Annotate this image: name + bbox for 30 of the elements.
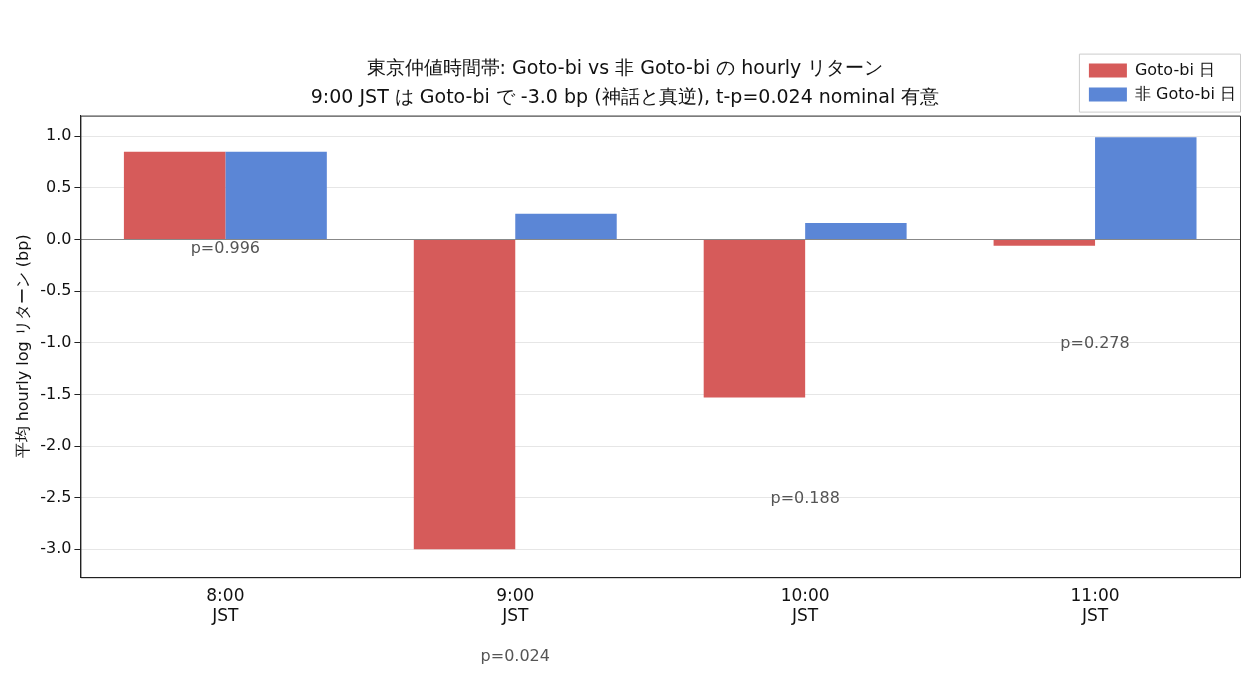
y-tick-label: -1.5 [40,383,72,403]
text: p=0.024 [480,646,550,666]
y-tick-label: -0.5 [40,280,72,300]
annotation: p=0.996 [190,238,261,258]
chart-title: 東京仲値時間帯: Goto-bi vs 非 Goto-bi の hourly リターン [366,56,884,79]
x-tick-label: 10:00 JST [780,584,830,626]
x-tick-label: 9:00 JST [496,584,535,626]
y-tick-label: 1.0 [45,125,72,145]
x-tick-label: 8:00 JST [206,584,245,626]
y-tick-label: -2.0 [40,435,72,455]
legend-label: 非 Goto-bi 日 [1134,83,1236,103]
y-axis-title: 平均 hourly log リターン (bp) [12,234,32,459]
y-tick-label: -1.0 [40,331,72,351]
bar [993,240,1096,246]
y-tick-label: -3.0 [40,538,72,558]
bar [703,240,806,398]
y-tick-label: 0.5 [45,177,72,197]
bar [515,213,617,240]
bar [225,151,327,240]
bar [413,240,516,550]
legend-label: Goto-bi 日 [1134,59,1215,79]
bar [1095,137,1197,240]
bar [805,223,907,240]
bar [123,151,226,240]
y-tick-label: -2.5 [40,486,72,506]
x-tick-label: 11:00 JST [1070,584,1120,626]
chart-subtitle: 9:00 JST は Goto-bi で -3.0 bp (神話と真逆), t-p=0.024 nominal 有意 [310,85,940,108]
annotation: p=0.278 [1060,333,1130,353]
y-tick-label: 0.0 [45,228,72,248]
annotation: p=0.188 [770,488,840,508]
